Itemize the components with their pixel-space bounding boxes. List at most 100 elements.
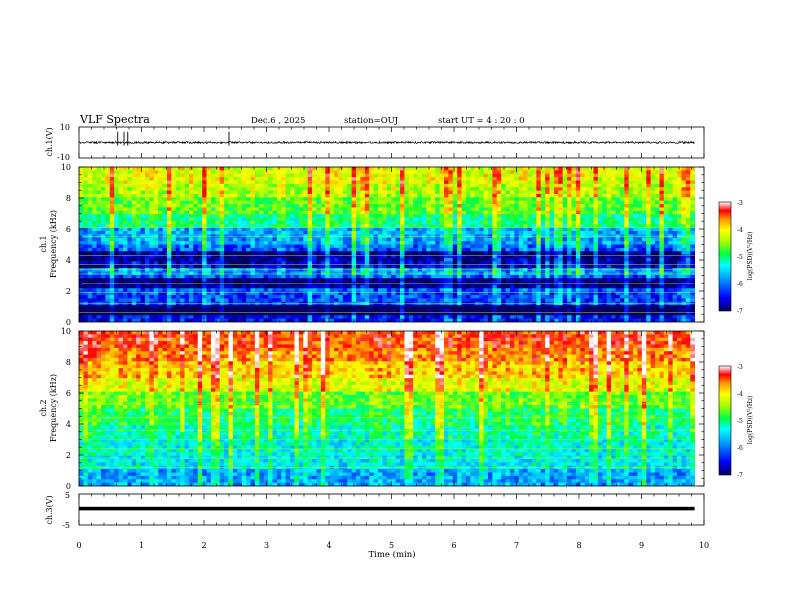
spectrogram-cell (391, 204, 397, 208)
spectrogram-cell (347, 254, 353, 259)
spectrogram-cell (232, 207, 238, 212)
spectrogram-cell (312, 207, 317, 212)
spectrogram-cell (646, 197, 652, 202)
spectrogram-cell (105, 257, 111, 262)
spectrogram-cell (514, 190, 520, 195)
spectrogram-cell (241, 274, 247, 279)
spectrogram-cell (241, 190, 247, 195)
spectrogram-cell (303, 254, 309, 259)
spectrogram-cell (461, 190, 467, 195)
spectrogram-cell (307, 268, 313, 272)
spectrogram-cell (619, 244, 625, 249)
spectrogram-cell (668, 173, 674, 178)
spectrogram-cell (122, 187, 128, 191)
spectrogram-cell (615, 183, 621, 188)
spectrogram-cell (483, 214, 489, 218)
spectrogram-cell (268, 220, 273, 225)
spectrogram-cell (527, 207, 533, 212)
spectrogram-cell (584, 167, 590, 171)
spectrogram-cell (641, 224, 647, 229)
spectrogram-cell (527, 210, 533, 215)
spectrogram-cell (487, 193, 493, 198)
spectrogram-cell (655, 204, 660, 208)
spectrogram-cell (219, 241, 225, 245)
spectrogram-cell (153, 200, 159, 205)
spectrogram-cell (439, 204, 445, 208)
spectrogram-cell (184, 247, 190, 252)
spectrogram-cell (79, 177, 84, 181)
spectrogram-cell (312, 220, 317, 225)
spectrogram-cell (386, 254, 392, 259)
spectrogram-cell (501, 274, 506, 279)
spectrogram-cell (457, 274, 462, 279)
spectrogram-cell (180, 247, 185, 252)
spectrogram-cell (628, 177, 634, 181)
spectrogram-cell (584, 220, 590, 225)
spectrogram-cell (228, 217, 234, 222)
spectrogram-cell (619, 183, 625, 188)
spectrogram-cell (92, 241, 97, 245)
spectrogram-cell (316, 224, 322, 229)
spectrogram-cell (360, 257, 366, 262)
spectrogram-cell (312, 214, 317, 218)
spectrogram-cell (413, 227, 418, 232)
spectrogram-cell (83, 237, 89, 242)
spectrogram-cell (439, 217, 445, 222)
spectrogram-cell (118, 217, 124, 222)
spectrogram-cell (386, 167, 392, 171)
spectrogram-cell (549, 257, 555, 262)
spectrogram-cell (637, 268, 643, 272)
spectrogram-cell (87, 247, 93, 252)
spectrogram-cell (276, 210, 282, 215)
spectrogram-cell (378, 268, 383, 272)
spectrogram-cell (158, 274, 163, 279)
spectrogram-cell (536, 251, 542, 256)
spectrogram-cell (259, 187, 265, 191)
spectrogram-cell (417, 217, 423, 222)
spectrogram-cell (109, 177, 115, 181)
spectrogram-cell (483, 247, 489, 252)
spectrogram-cell (290, 264, 295, 269)
spectrogram-cell (281, 274, 287, 279)
spectrogram-cell (659, 177, 665, 181)
spectrogram-cell (452, 274, 458, 279)
spectrogram-cell (206, 257, 212, 262)
spectrogram-cell (615, 261, 621, 266)
spectrogram-cell (202, 234, 207, 239)
spectrogram-cell (188, 210, 194, 215)
spectrogram-cell (461, 257, 467, 262)
spectrogram-cell (210, 193, 216, 198)
spectrogram-cell (518, 271, 524, 276)
spectrogram-cell (426, 278, 432, 282)
spectrogram-cell (540, 190, 546, 195)
spectrogram-cell (298, 173, 304, 178)
spectrogram-cell (210, 227, 216, 232)
spectrogram-cell (408, 224, 414, 229)
spectrogram-cell (448, 254, 454, 259)
spectrogram-cell (246, 190, 251, 195)
spectrogram-cell (254, 251, 260, 256)
spectrogram-cell (316, 204, 322, 208)
spectrogram-cell (298, 278, 304, 282)
spectrogram-cell (369, 220, 375, 225)
spectrogram-cell (197, 190, 203, 195)
spectrogram-cell (342, 261, 348, 266)
spectrogram-cell (514, 180, 520, 185)
spectrogram-cell (597, 278, 603, 282)
spectrogram-cell (593, 274, 599, 279)
spectrogram-cell (364, 257, 370, 262)
spectrogram-cell (316, 247, 322, 252)
spectrogram-cell (417, 214, 423, 218)
spectrogram-cell (118, 234, 124, 239)
spectrogram-cell (136, 244, 141, 249)
spectrogram-cell (536, 193, 542, 198)
spectrogram-cell (567, 177, 572, 181)
spectrogram-cell (487, 231, 493, 235)
spectrogram-cell (650, 183, 656, 188)
spectrogram-cell (96, 167, 102, 171)
spectrogram-cell (584, 204, 590, 208)
spectrogram-cell (276, 268, 282, 272)
spectrogram-cell (606, 268, 612, 272)
spectrogram-cell (136, 234, 141, 239)
spectrogram-cell (202, 200, 207, 205)
